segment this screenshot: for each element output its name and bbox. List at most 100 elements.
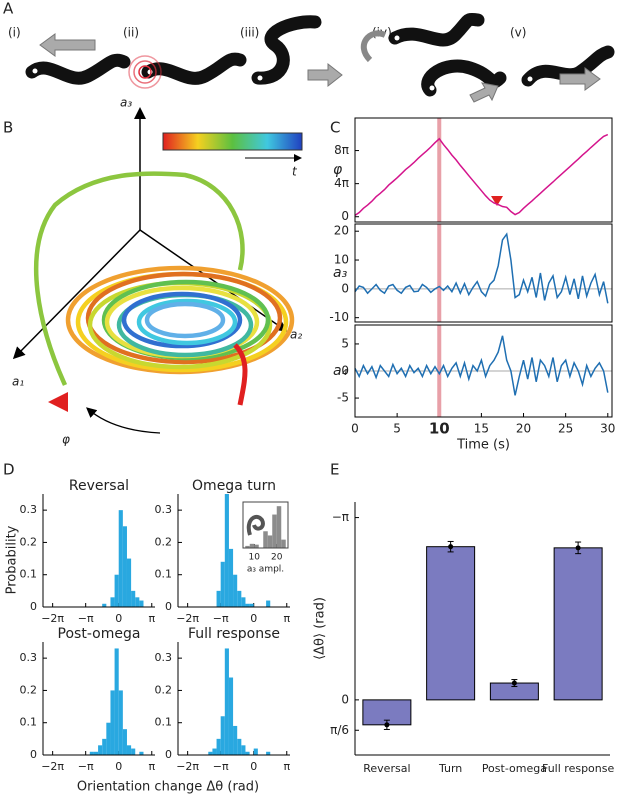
y-axis-label: a₃ — [333, 265, 348, 281]
x-tick-label: Post-omega — [482, 762, 547, 775]
histogram-bar — [139, 600, 144, 607]
axis — [12, 229, 141, 360]
y-axis-label: a₄ — [333, 363, 348, 379]
histogram-bar — [110, 597, 115, 607]
histogram-bar — [89, 751, 94, 755]
histogram-bar — [276, 506, 282, 548]
y-tick-label: 0.3 — [155, 651, 173, 664]
y-tick-label: 0 — [341, 364, 349, 378]
y-axis-label: Probability — [5, 525, 20, 594]
histogram-bar — [126, 558, 132, 607]
turn-arrow — [360, 30, 387, 63]
y-tick-label: 0 — [30, 748, 37, 761]
x-tick-label: 0 — [250, 760, 257, 773]
x-tick-label: Full response — [542, 762, 615, 775]
x-tick-label: 15 — [474, 422, 489, 436]
y-tick-label: -10 — [329, 310, 349, 324]
panel-a: A (i) (ii) (iii) (iv) (v) — [3, 0, 615, 103]
y-tick-label: 5 — [341, 336, 349, 350]
histogram-bar — [114, 574, 119, 607]
rotation-arrow — [86, 407, 161, 434]
y-axis-label: φ — [333, 162, 343, 178]
histogram-bar — [216, 590, 221, 607]
x-tick-label: 5 — [393, 422, 401, 436]
histogram-bar — [281, 539, 286, 548]
x-tick-label: Reversal — [363, 762, 410, 775]
step-label: (i) — [8, 26, 21, 40]
panel-label: D — [3, 461, 15, 479]
histogram-bar — [212, 748, 217, 755]
x-tick-label: π — [148, 612, 155, 625]
histogram-bar — [114, 648, 119, 755]
rotation-label: φ — [62, 433, 70, 447]
y-tick-label: 0.1 — [20, 716, 38, 729]
x-tick-label: 10 — [249, 553, 261, 563]
histogram-bar — [241, 597, 246, 607]
inset-icon — [246, 514, 265, 536]
x-tick-label: 0 — [351, 422, 359, 436]
histogram-bar — [233, 574, 238, 607]
data-line — [354, 232, 609, 304]
step-label: (ii) — [123, 26, 139, 40]
x-tick-label: π — [283, 612, 290, 625]
y-tick-label: 0 — [341, 281, 349, 295]
histogram-bar — [122, 729, 127, 755]
stimulus — [128, 55, 162, 89]
x-axis-label: Time (s) — [456, 438, 510, 453]
y-tick-label: -5 — [337, 391, 349, 405]
trajectory — [33, 171, 295, 406]
x-tick-label: π — [148, 760, 155, 773]
event-marker — [48, 392, 68, 412]
axis — [139, 229, 288, 332]
histogram-bar — [102, 738, 107, 755]
x-tick-label: 20 — [271, 553, 283, 563]
histogram-bar — [254, 544, 259, 548]
y-tick-label: π/6 — [330, 723, 349, 737]
x-tick-label: 0 — [115, 760, 122, 773]
event-marker — [491, 196, 503, 206]
y-tick-label: 0.2 — [155, 535, 173, 548]
histogram-bar — [249, 543, 255, 548]
y-tick-label: 0 — [30, 600, 37, 613]
histogram-bar — [220, 561, 225, 607]
data-line — [354, 335, 609, 396]
histogram-bar — [245, 603, 250, 607]
axis-label: a₂ — [290, 328, 302, 342]
histogram-bar — [233, 725, 238, 755]
chart-title: Full response — [188, 626, 280, 642]
x-tick-label: 0 — [115, 612, 122, 625]
histogram-bar — [135, 597, 140, 607]
y-tick-label: 0.2 — [20, 535, 38, 548]
y-tick-label: 0.2 — [155, 683, 173, 696]
y-tick-label: 0.1 — [20, 568, 38, 581]
colorbar — [162, 132, 303, 151]
mean-marker — [511, 680, 517, 686]
panel-b: B a₁ a₂ a₃ t φ — [3, 96, 303, 447]
histogram-bar — [139, 751, 144, 755]
axis-label: a₃ — [120, 96, 132, 110]
y-tick-label: 0.3 — [20, 651, 38, 664]
histogram-bar — [98, 745, 103, 755]
y-tick-label: 0.2 — [20, 683, 38, 696]
histogram-bar — [118, 510, 123, 607]
motion-arrows — [39, 33, 601, 103]
histogram-bar — [93, 751, 99, 755]
y-tick-label: 0 — [165, 600, 172, 613]
histogram-bar — [131, 590, 136, 607]
histogram-bar — [220, 716, 225, 755]
bar — [553, 547, 603, 701]
y-tick-label: 0.3 — [20, 503, 38, 516]
plot-frame — [354, 117, 613, 223]
step-label: (iii) — [240, 26, 259, 40]
histogram-bar — [224, 494, 229, 607]
y-tick-label: 0 — [341, 209, 349, 223]
histogram-bar — [245, 545, 250, 548]
histogram-bar — [253, 748, 258, 755]
y-tick-label: 8π — [334, 143, 349, 157]
data-line — [354, 133, 609, 217]
panel-label: B — [3, 119, 13, 137]
y-tick-label: 20 — [334, 224, 349, 238]
histogram-bar — [249, 603, 254, 607]
x-tick-label: Turn — [438, 762, 462, 775]
